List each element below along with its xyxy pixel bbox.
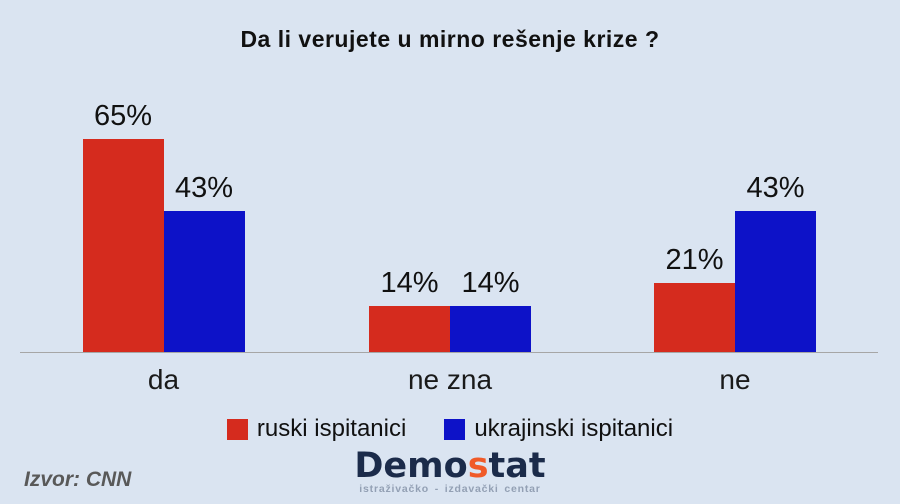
legend-item-ruski: ruski ispitanici (226, 415, 407, 443)
x-axis-line (20, 352, 878, 353)
value-label-ruski-da: 65% (93, 100, 153, 132)
legend-swatch-ukrajinski (444, 418, 466, 440)
legend-swatch-ruski (226, 418, 248, 440)
value-label-ukrajinski-da: 43% (174, 172, 234, 204)
legend: ruski ispitanici ukrajinski ispitanici (0, 415, 900, 443)
demostat-logo: Demostat istraživačko - izdavački centar (354, 448, 545, 495)
category-label-da: da (147, 364, 180, 395)
legend-item-ukrajinski: ukrajinski ispitanici (444, 415, 673, 443)
bar-ruski-da (82, 139, 164, 352)
value-label-ruski-ne-zna: 14% (380, 267, 439, 299)
bar-ukrajinski-ne (735, 211, 816, 352)
bar-ruski-ne-zna (369, 306, 450, 352)
logo-subtitle: istraživačko - izdavački centar (359, 483, 541, 495)
category-label-ne-zna: ne zna (407, 364, 493, 395)
value-label-ruski-ne: 21% (665, 244, 724, 276)
legend-label-ukrajinski: ukrajinski ispitanici (474, 415, 674, 442)
logo-wordmark: Demostat (354, 448, 545, 484)
bar-ukrajinski-ne-zna (450, 306, 531, 352)
value-label-ukrajinski-ne: 43% (746, 172, 805, 204)
logo-part2: tat (488, 446, 546, 486)
legend-label-ruski: ruski ispitanici (256, 415, 407, 442)
chart-title: Da li verujete u mirno rešenje krize ? (240, 26, 660, 52)
category-label-ne: ne (719, 364, 751, 395)
logo-part1: Demo (354, 446, 468, 486)
source-note: Izvor: CNN (24, 468, 132, 491)
logo-accent-letter: s (467, 446, 489, 486)
plot-area: 65% 43% da 14% 14% ne zna 21% 43% ne (20, 100, 878, 395)
bar-ukrajinski-da (163, 211, 245, 352)
bar-ruski-ne (654, 283, 735, 352)
value-label-ukrajinski-ne-zna: 14% (461, 267, 520, 299)
